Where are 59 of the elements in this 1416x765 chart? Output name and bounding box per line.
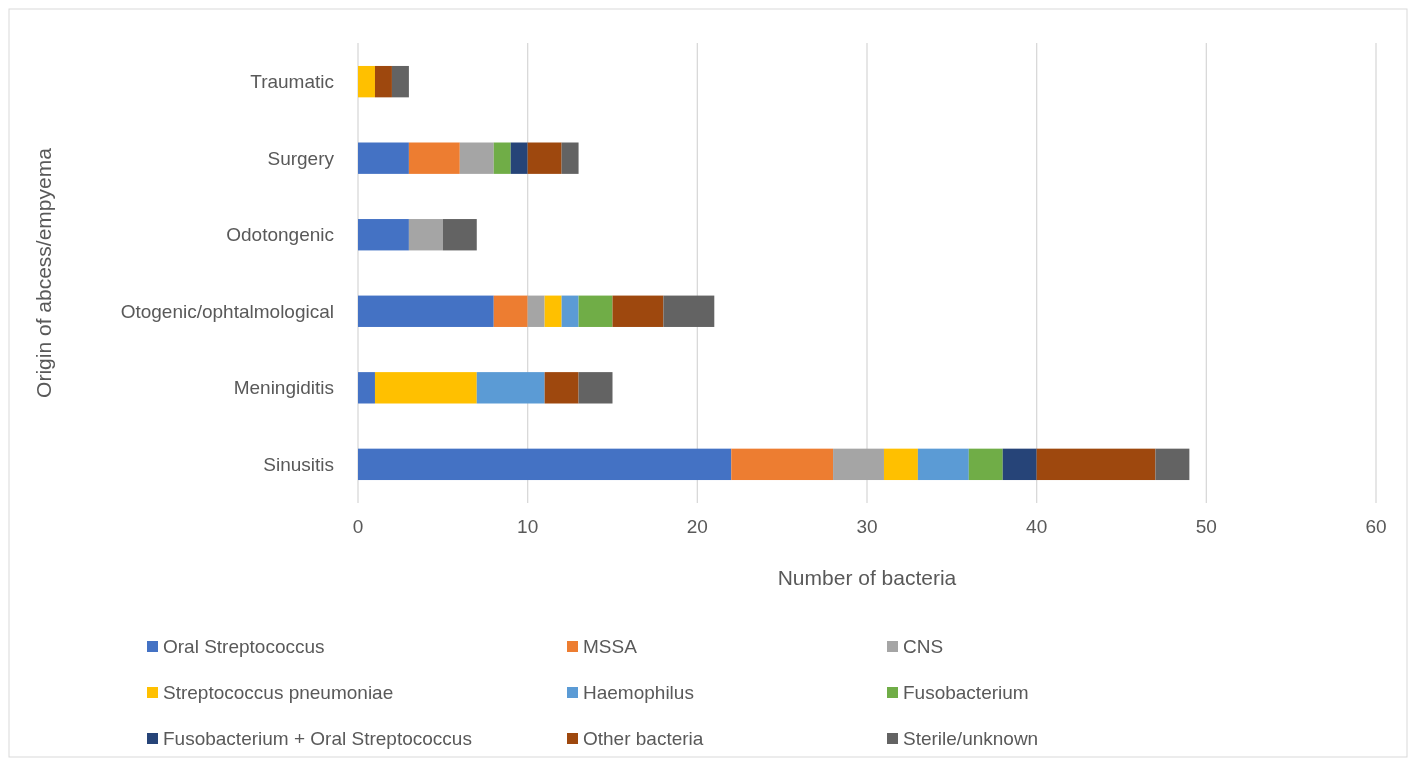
bar [493, 295, 528, 327]
bar [561, 142, 579, 174]
bar [917, 448, 969, 481]
x-tick-label: 60 [1365, 516, 1387, 537]
bar [391, 65, 409, 98]
bar [578, 295, 613, 327]
bar [1002, 448, 1037, 481]
x-tick-label: 0 [352, 516, 364, 537]
y-tick-label: Sinusitis [263, 453, 334, 475]
bar [358, 295, 494, 327]
y-tick-label: Surgery [267, 147, 335, 169]
bar [408, 142, 460, 174]
x-tick-label: 20 [686, 516, 708, 537]
bar [883, 448, 918, 481]
bar [1155, 448, 1190, 481]
legend-label: Fusobacterium + Oral Streptococcus [163, 727, 472, 749]
bar [527, 295, 545, 327]
bar [493, 142, 511, 174]
y-tick-label: Otogenic/ophtalmological [120, 300, 334, 322]
legend-label: MSSA [583, 635, 638, 657]
bar [476, 372, 545, 404]
x-tick-label: 10 [517, 516, 539, 537]
bar [408, 219, 443, 251]
x-tick-label: 50 [1195, 516, 1217, 537]
bar [358, 142, 409, 174]
y-tick-label: Meningiditis [233, 377, 334, 399]
bar [510, 142, 528, 174]
bar [833, 448, 884, 481]
bar [374, 65, 392, 98]
bar [544, 295, 562, 327]
bar [358, 65, 375, 98]
bar [459, 142, 494, 174]
x-tick-label: 30 [856, 516, 878, 537]
legend-label: Oral Streptococcus [163, 635, 325, 657]
bar [442, 219, 477, 251]
y-tick-label: Odotongenic [226, 224, 334, 246]
bar [968, 448, 1003, 481]
bar [731, 448, 834, 481]
legend-label: Sterile/unknown [903, 727, 1039, 749]
bar [578, 372, 613, 404]
bar [358, 219, 409, 251]
legend-label: Streptococcus pneumoniae [163, 681, 394, 703]
bar [544, 372, 579, 404]
x-axis-title: Number of bacteria [777, 566, 957, 589]
y-tick-label: Traumatic [250, 71, 334, 93]
legend-label: Other bacteria [583, 727, 704, 749]
y-axis-title: Origin of abcess/empyema [31, 147, 55, 398]
bar [663, 295, 715, 327]
legend-label: Haemophilus [583, 681, 694, 703]
x-tick-label: 40 [1026, 516, 1048, 537]
bar [612, 295, 664, 327]
bar [358, 372, 375, 404]
legend-label: CNS [903, 635, 944, 657]
bar [374, 372, 477, 404]
bar [358, 448, 732, 481]
legend-label: Fusobacterium [903, 681, 1029, 703]
bar [527, 142, 562, 174]
bar [561, 295, 579, 327]
bar [1036, 448, 1156, 481]
